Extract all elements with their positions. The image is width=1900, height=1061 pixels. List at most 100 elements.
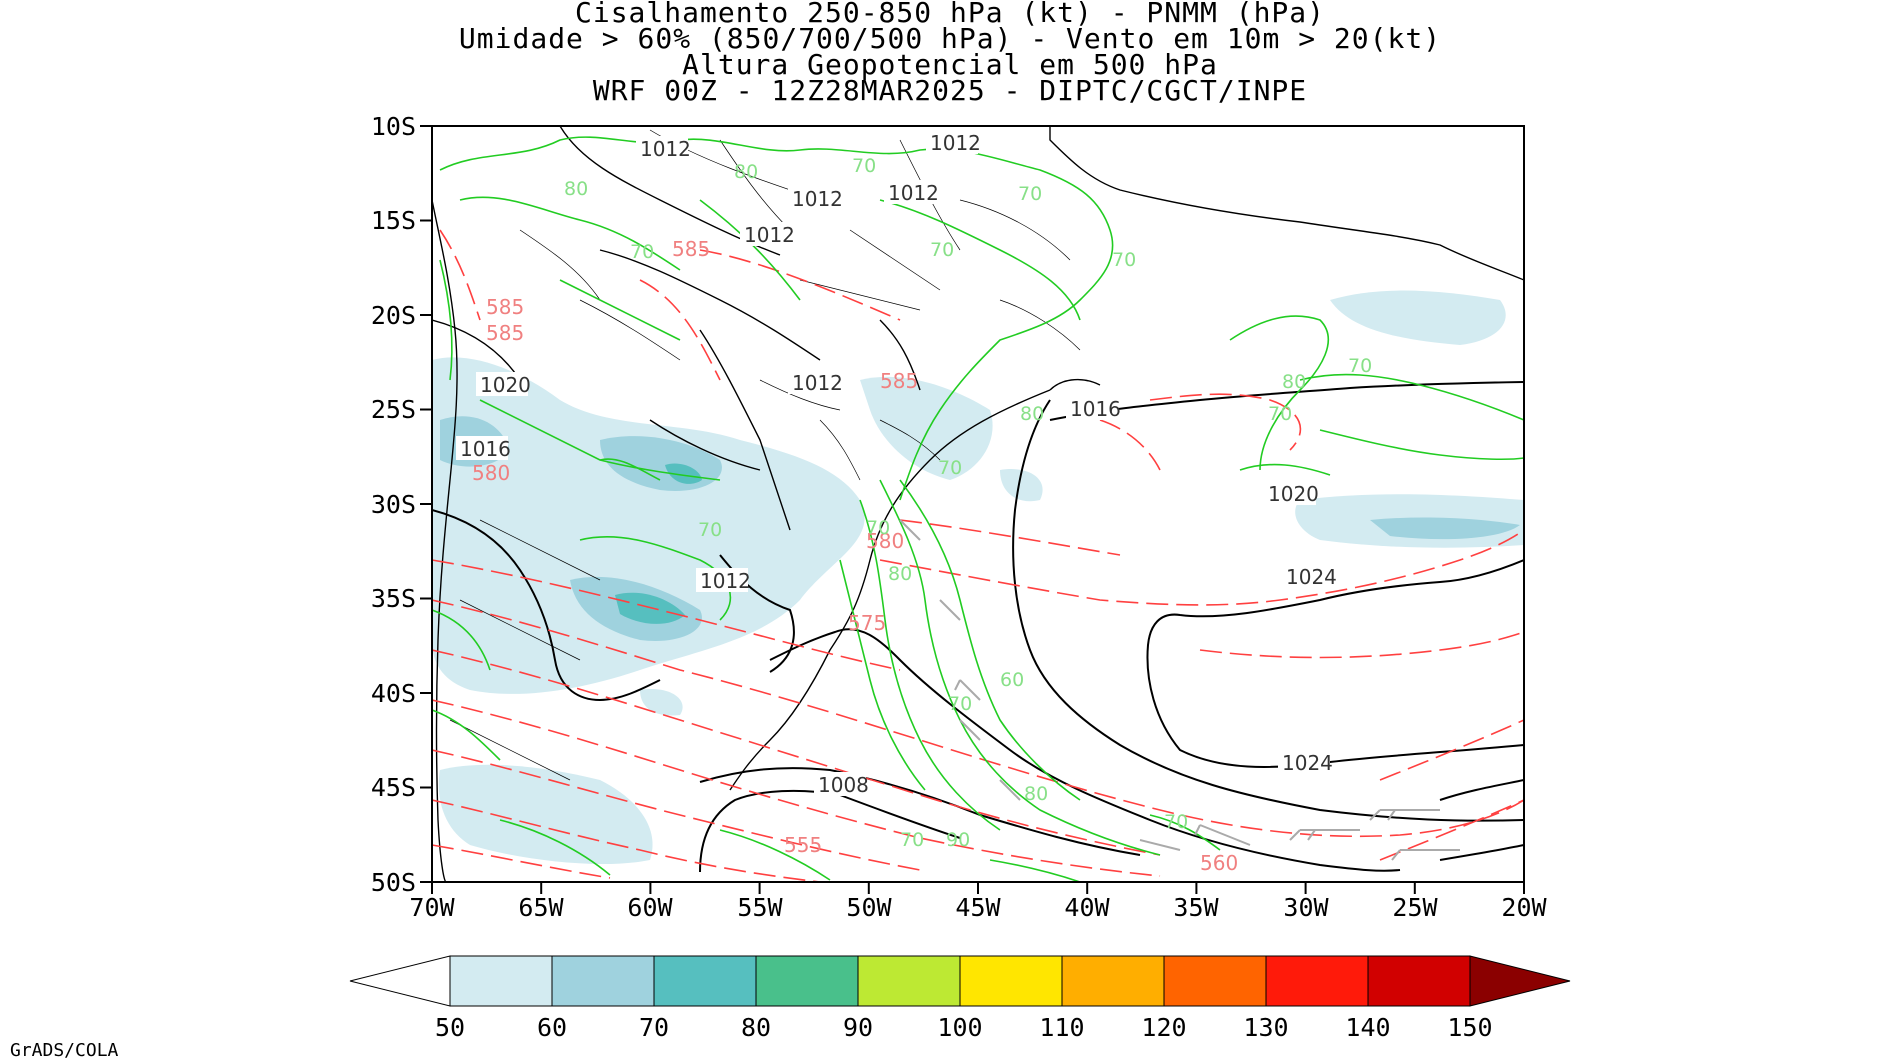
grads-credit: GrADS/COLA xyxy=(10,1040,119,1061)
pressure-label: 1012 xyxy=(792,371,843,395)
lon-tick-label: 60W xyxy=(627,893,673,922)
lat-tick-label: 35S xyxy=(371,584,416,613)
pressure-label: 1012 xyxy=(930,131,981,155)
lat-tick-labels: 10S 15S 20S 25S 30S 35S 40S 45S 50S xyxy=(371,112,416,897)
lon-tick-label: 70W xyxy=(409,893,455,922)
lat-axis xyxy=(420,125,432,883)
geopotential-label: 585 xyxy=(486,321,524,345)
colorbar-tick-label: 150 xyxy=(1447,1013,1492,1042)
geopotential-contour-labels: 585 585 585 585 580 580 575 555 560 xyxy=(472,237,1238,875)
title-block: Cisalhamento 250-850 hPa (kt) - PNMM (hP… xyxy=(0,0,1900,107)
pressure-label: 1012 xyxy=(792,187,843,211)
humidity-label: 70 xyxy=(1348,355,1372,377)
map-plot-area: 1012 1012 1012 1012 1012 1012 1012 1020 … xyxy=(432,126,1524,882)
colorbar-swatch xyxy=(1163,955,1267,1007)
title-line-2: Umidade > 60% (850/700/500 hPa) - Vento … xyxy=(458,22,1442,55)
colorbar-tick-label: 80 xyxy=(741,1013,771,1042)
colorbar-tick-label: 140 xyxy=(1345,1013,1390,1042)
colorbar-tick-label: 110 xyxy=(1039,1013,1084,1042)
humidity-label: 80 xyxy=(888,563,912,585)
colorbar-swatch xyxy=(1367,955,1471,1007)
colorbar-tick-label: 70 xyxy=(639,1013,669,1042)
wind-barbs xyxy=(899,519,1460,861)
colorbar-swatch xyxy=(857,955,961,1007)
pressure-contours xyxy=(432,381,1524,873)
humidity-label: 60 xyxy=(1000,669,1024,691)
lat-tick-label: 50S xyxy=(371,868,416,897)
lon-tick-label: 55W xyxy=(737,893,783,922)
humidity-label: 70 xyxy=(948,693,972,715)
lat-tick-label: 45S xyxy=(371,773,416,802)
colorbar-swatch xyxy=(1061,955,1165,1007)
lat-tick-label: 10S xyxy=(371,112,416,141)
humidity-label: 70 xyxy=(930,239,954,261)
humidity-label: 70 xyxy=(698,519,722,541)
geopotential-label: 580 xyxy=(866,529,904,553)
colorbar-swatch xyxy=(449,955,553,1007)
pressure-label: 1012 xyxy=(640,137,691,161)
geopotential-label: 555 xyxy=(784,833,822,857)
colorbar-swatch xyxy=(755,955,859,1007)
colorbar-tick-label: 120 xyxy=(1141,1013,1186,1042)
colorbar-tick-label: 90 xyxy=(843,1013,873,1042)
pressure-label: 1024 xyxy=(1286,565,1337,589)
geopotential-contours xyxy=(432,229,1524,882)
colorbar-tick-label: 50 xyxy=(435,1013,465,1042)
humidity-label: 70 xyxy=(938,457,962,479)
lat-tick-label: 40S xyxy=(371,679,416,708)
coastlines xyxy=(432,126,1524,882)
lon-tick-label: 40W xyxy=(1064,893,1110,922)
pressure-label: 1020 xyxy=(480,373,531,397)
humidity-contour-labels: 80 80 70 70 70 70 70 80 70 70 80 80 70 7… xyxy=(564,155,1372,851)
colorbar-swatch xyxy=(1265,955,1369,1007)
colorbar-swatch xyxy=(551,955,655,1007)
humidity-label: 80 xyxy=(1020,403,1044,425)
geopotential-label: 585 xyxy=(486,295,524,319)
colorbar-tick-label: 100 xyxy=(937,1013,982,1042)
humidity-label: 70 xyxy=(852,155,876,177)
title-line-1: Cisalhamento 250-850 hPa (kt) - PNMM (hP… xyxy=(574,0,1325,29)
humidity-label: 80 xyxy=(734,161,758,183)
geopotential-label: 575 xyxy=(848,611,886,635)
pressure-label: 1012 xyxy=(744,223,795,247)
humidity-label: 70 xyxy=(1268,403,1292,425)
humidity-label: 70 xyxy=(1112,249,1136,271)
geopotential-label: 585 xyxy=(672,237,710,261)
colorbar-upper-extension xyxy=(1469,955,1571,1007)
lon-tick-label: 25W xyxy=(1392,893,1438,922)
title-line-4: WRF 00Z - 12Z28MAR2025 - DIPTC/CGCT/INPE xyxy=(592,74,1308,107)
lon-tick-label: 65W xyxy=(518,893,564,922)
humidity-label: 80 xyxy=(564,178,588,200)
colorbar-swatch xyxy=(959,955,1063,1007)
pressure-label: 1016 xyxy=(1070,397,1121,421)
colorbar: 50 60 70 80 90 100 110 120 130 140 150 xyxy=(349,955,1571,1042)
lon-axis xyxy=(431,882,1525,894)
humidity-label: 90 xyxy=(946,829,970,851)
colorbar-tick-label: 60 xyxy=(537,1013,567,1042)
colorbar-swatch xyxy=(653,955,757,1007)
pressure-label: 1016 xyxy=(460,437,511,461)
lat-tick-label: 30S xyxy=(371,490,416,519)
pressure-contour-labels: 1012 1012 1012 1012 1012 1012 1012 1020 … xyxy=(456,130,1337,797)
humidity-label: 80 xyxy=(1024,783,1048,805)
humidity-label: 70 xyxy=(1018,183,1042,205)
lon-tick-label: 50W xyxy=(846,893,892,922)
geopotential-label: 585 xyxy=(880,369,918,393)
pressure-label: 1012 xyxy=(700,569,751,593)
lon-tick-label: 30W xyxy=(1283,893,1329,922)
lat-tick-label: 20S xyxy=(371,301,416,330)
geopotential-label: 560 xyxy=(1200,851,1238,875)
pressure-label: 1008 xyxy=(818,773,869,797)
humidity-label: 80 xyxy=(1282,371,1306,393)
humidity-label: 70 xyxy=(1164,811,1188,833)
lat-tick-label: 25S xyxy=(371,395,416,424)
colorbar-tick-label: 130 xyxy=(1243,1013,1288,1042)
pressure-label: 1012 xyxy=(888,181,939,205)
humidity-label: 70 xyxy=(900,829,924,851)
colorbar-lower-extension xyxy=(349,955,451,1007)
humidity-label: 70 xyxy=(630,241,654,263)
lon-tick-label: 20W xyxy=(1501,893,1547,922)
lon-tick-label: 45W xyxy=(955,893,1001,922)
lon-tick-label: 35W xyxy=(1173,893,1219,922)
